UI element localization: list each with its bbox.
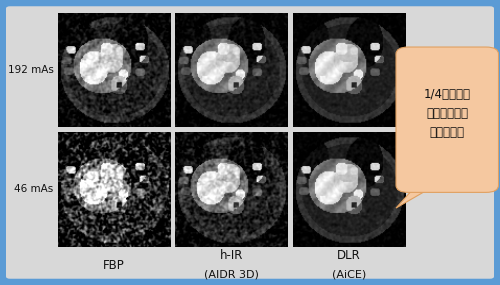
Text: (AiCE): (AiCE) bbox=[332, 269, 366, 279]
Text: 46 mAs: 46 mAs bbox=[14, 184, 54, 194]
Text: FBP: FBP bbox=[103, 259, 124, 272]
Text: (AIDR 3D): (AIDR 3D) bbox=[204, 269, 258, 279]
Text: 192 mAs: 192 mAs bbox=[8, 65, 54, 75]
Text: h-IR: h-IR bbox=[220, 249, 243, 262]
Text: DLR: DLR bbox=[337, 249, 360, 262]
Text: 1/4線量でも
標準線量画像
と逍色なし: 1/4線量でも 標準線量画像 と逍色なし bbox=[424, 88, 471, 139]
